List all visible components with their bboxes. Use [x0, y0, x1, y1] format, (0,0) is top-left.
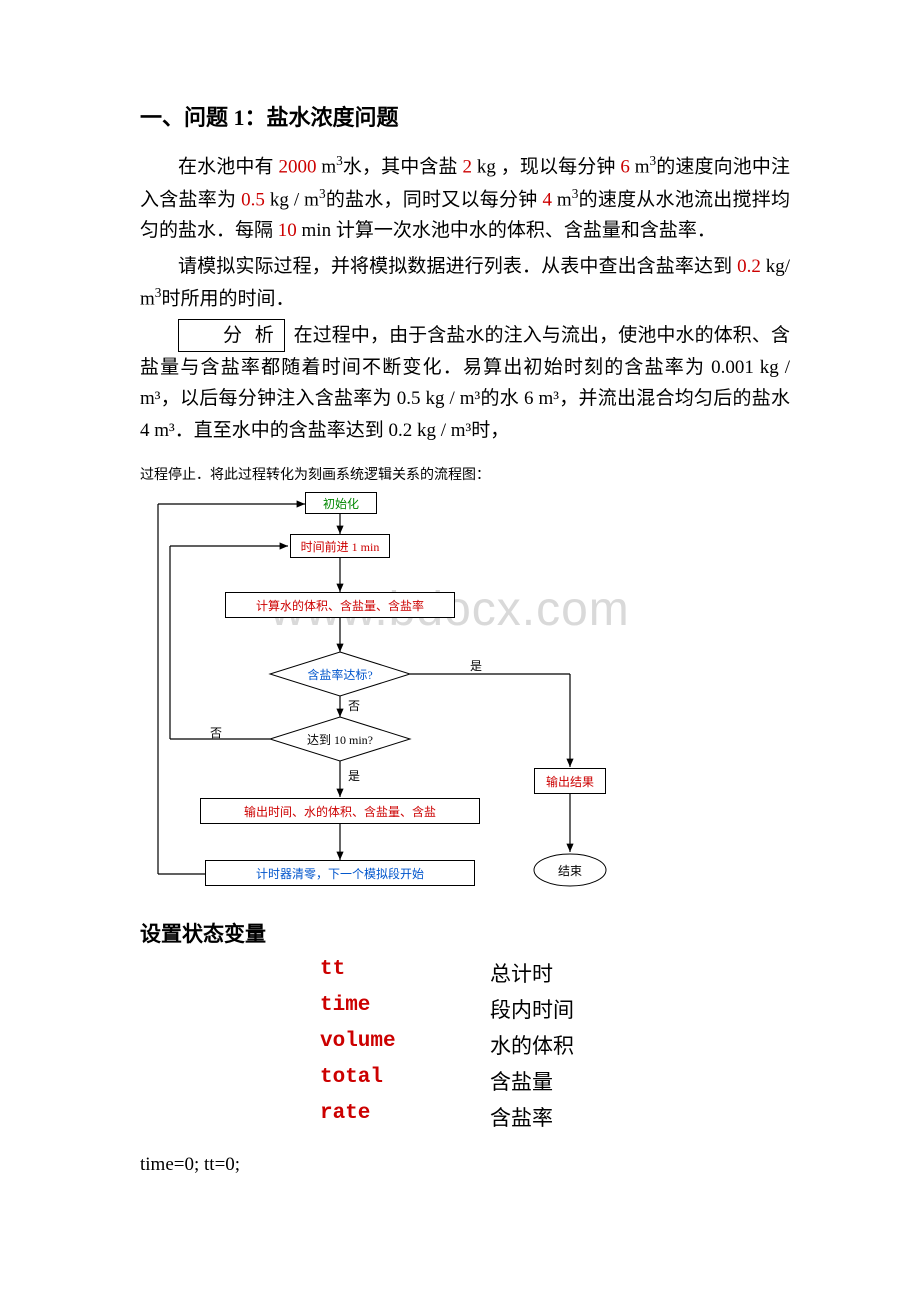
section-variables: 设置状态变量 [140, 918, 790, 948]
paragraph-3: 分 析 在过程中，由于含盐水的注入与流出，使池中水的体积、含盐量与含盐率都随着时… [140, 319, 790, 446]
flowchart-caption: 过程停止．将此过程转化为刻画系统逻辑关系的流程图： [140, 464, 790, 484]
flow-yes-1: 是 [470, 657, 482, 674]
variable-table: tt 总计时 time 段内时间 volume 水的体积 total 含盐量 r… [320, 958, 790, 1132]
var-name: tt [320, 958, 490, 988]
var-row: total 含盐量 [320, 1066, 790, 1096]
document-page: 一、问题 1：盐水浓度问题 在水池中有 2000 m3水，其中含盐 2 kg ，… [0, 0, 920, 1236]
value: 0.2 [737, 256, 761, 277]
var-desc: 含盐率 [490, 1102, 553, 1132]
text: m [630, 156, 650, 177]
var-row: tt 总计时 [320, 958, 790, 988]
var-row: time 段内时间 [320, 994, 790, 1024]
problem-title: 一、问题 1：盐水浓度问题 [140, 100, 790, 132]
value: 2000 [278, 156, 316, 177]
text: 水，其中含盐 [343, 156, 463, 177]
flow-calc: 计算水的体积、含盐量、含盐率 [225, 592, 455, 618]
flow-check2: 达到 10 min? [290, 731, 390, 747]
flow-no-1: 否 [210, 724, 222, 741]
paragraph-1: 在水池中有 2000 m3水，其中含盐 2 kg ，现以每分钟 6 m3的速度向… [140, 150, 790, 247]
text: min 计算一次水池中水的体积、含盐量和含盐率． [297, 220, 716, 241]
flow-step: 时间前进 1 min [290, 534, 390, 558]
var-desc: 含盐量 [490, 1066, 553, 1096]
flow-reset: 计时器清零，下一个模拟段开始 [205, 860, 475, 886]
flow-output1: 输出时间、水的体积、含盐量、含盐 [200, 798, 480, 824]
paragraph-2: 请模拟实际过程，并将模拟数据进行列表．从表中查出含盐率达到 0.2 kg/ m3… [140, 251, 790, 315]
text: m [552, 189, 572, 210]
text: 时所用的时间． [161, 288, 294, 309]
text: 的盐水，同时又以每分钟 [326, 189, 543, 210]
var-desc: 总计时 [490, 958, 553, 988]
value: 0.5 [241, 189, 265, 210]
var-name: volume [320, 1030, 490, 1060]
flow-check1: 含盐率达标? [295, 666, 385, 682]
superscript: 3 [319, 186, 326, 201]
value: 2 [463, 156, 473, 177]
text: 在水池中有 [178, 156, 278, 177]
flow-yes-2: 是 [348, 767, 360, 784]
value: 6 [620, 156, 630, 177]
text: kg / m [265, 189, 319, 210]
text: kg ，现以每分钟 [472, 156, 620, 177]
code-line: time=0; tt=0; [140, 1154, 790, 1176]
flow-no-2: 否 [348, 697, 360, 714]
superscript: 3 [336, 153, 343, 168]
analysis-label: 分 析 [178, 319, 285, 352]
flowchart: www.bdocx.com [140, 492, 700, 902]
var-name: rate [320, 1102, 490, 1132]
var-name: total [320, 1066, 490, 1096]
flowchart-svg [140, 492, 700, 902]
flow-output2: 输出结果 [534, 768, 606, 794]
flow-init: 初始化 [305, 492, 377, 514]
flow-end: 结束 [550, 862, 590, 878]
var-row: rate 含盐率 [320, 1102, 790, 1132]
var-desc: 水的体积 [490, 1030, 574, 1060]
text: 请模拟实际过程，并将模拟数据进行列表．从表中查出含盐率达到 [178, 256, 737, 277]
var-desc: 段内时间 [490, 994, 574, 1024]
text: m [316, 156, 336, 177]
var-row: volume 水的体积 [320, 1030, 790, 1060]
value: 10 [278, 220, 297, 241]
value: 4 [542, 189, 552, 210]
var-name: time [320, 994, 490, 1024]
